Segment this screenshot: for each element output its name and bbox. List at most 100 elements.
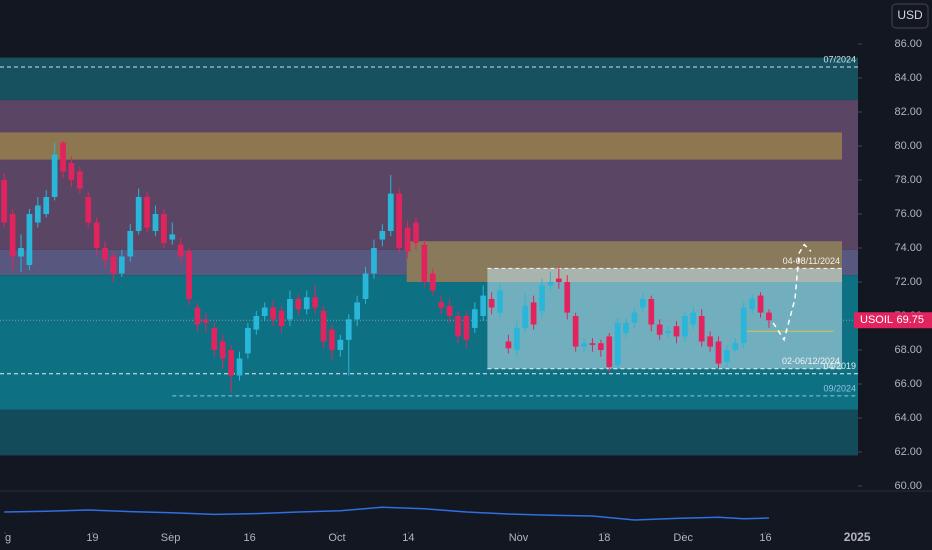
candle-body	[320, 310, 327, 342]
candle-body	[161, 214, 167, 243]
y-tick-label: 78.00	[894, 174, 922, 186]
candle-body	[732, 343, 739, 350]
candle-body	[446, 305, 453, 316]
x-tick-label: Nov	[509, 532, 529, 544]
candle-body	[740, 307, 747, 344]
candle-body	[513, 327, 520, 350]
candle-body	[303, 297, 310, 310]
candle-body	[589, 343, 596, 345]
candle-body	[673, 326, 680, 337]
candle-body	[463, 316, 470, 340]
candle-body	[118, 256, 125, 274]
candle-body	[766, 312, 772, 321]
last-price-label: 69.75	[896, 314, 924, 326]
candle-body	[505, 341, 512, 349]
x-tick-label: g	[5, 532, 11, 544]
candle-body	[690, 312, 697, 325]
candle-body	[261, 307, 268, 316]
level-label: 07/2024	[823, 54, 856, 64]
candle-body	[135, 197, 142, 231]
candle-body	[34, 205, 41, 223]
candle-body	[749, 299, 755, 310]
projection-path	[772, 243, 812, 342]
candle-body	[312, 297, 318, 308]
candle-body	[127, 231, 134, 257]
zone	[0, 100, 858, 250]
x-tick-label: 2025	[844, 530, 871, 544]
candle-body	[555, 278, 562, 282]
candle-body	[547, 282, 554, 286]
candle-body	[530, 302, 537, 325]
candle-body	[152, 214, 159, 231]
candle-body	[371, 248, 377, 274]
candle-body	[665, 331, 671, 333]
level-label: 02-06/12/2024	[782, 356, 840, 366]
currency-label: USD	[897, 8, 923, 22]
candle-body	[245, 327, 251, 354]
indicator-line	[4, 506, 769, 521]
candle-body	[85, 197, 92, 223]
candle-body	[581, 343, 587, 347]
zone	[0, 409, 858, 456]
candle-body	[110, 256, 117, 274]
y-tick-label: 74.00	[894, 242, 922, 254]
candle-body	[253, 316, 260, 330]
candle-body	[287, 299, 293, 320]
candle-body	[18, 248, 24, 257]
candle-body	[228, 350, 234, 376]
candle-body	[396, 193, 403, 248]
x-tick-label: 14	[402, 532, 414, 544]
level-label: 04-08/11/2024	[783, 256, 840, 266]
candle-body	[236, 358, 243, 376]
candle-body	[715, 341, 722, 364]
candle-body	[656, 324, 663, 335]
currency-button[interactable]	[891, 3, 929, 29]
candle-body	[186, 251, 192, 299]
candle-body	[480, 295, 487, 316]
y-tick-label: 76.00	[894, 208, 922, 220]
candle-body	[278, 310, 285, 327]
candle-body	[614, 322, 621, 366]
y-tick-label: 72.00	[894, 276, 922, 288]
candle-body	[724, 350, 730, 362]
price-tag-bg	[854, 312, 932, 329]
x-tick-label: Dec	[673, 532, 693, 544]
candle-body	[539, 285, 545, 311]
y-tick-label: 60.00	[894, 480, 922, 492]
x-tick-label: 16	[243, 532, 255, 544]
candle-body	[329, 329, 335, 350]
symbol-label: USOIL	[860, 314, 893, 326]
candle-body	[421, 244, 428, 282]
candle-body	[76, 171, 83, 189]
candle-body	[337, 339, 344, 350]
x-tick-label: 19	[86, 532, 98, 544]
y-tick-label: 86.00	[894, 38, 922, 50]
candle-body	[379, 231, 386, 240]
x-tick-label: 18	[598, 532, 610, 544]
candle-body	[203, 319, 209, 323]
y-tick-label: 64.00	[894, 412, 922, 424]
candle-body	[572, 316, 579, 347]
plot-area: 07/2024 04-08/11/2024 02-06/12/202404/2019…	[0, 54, 858, 456]
candle-body	[270, 307, 276, 320]
candle-body	[640, 299, 646, 308]
candle-body	[648, 299, 655, 325]
candle-body	[631, 312, 638, 323]
x-tick-label: 16	[759, 532, 771, 544]
zone	[0, 132, 843, 160]
candle-body	[429, 273, 436, 291]
candle-body	[1, 180, 8, 223]
y-tick-label: 82.00	[894, 106, 922, 118]
candle-body	[177, 244, 184, 257]
level-label: 09/2024	[823, 383, 856, 393]
candle-body	[438, 302, 445, 308]
candle-body	[404, 227, 411, 252]
candle-body	[43, 197, 50, 214]
candle-body	[295, 299, 302, 310]
candle-body	[455, 316, 461, 337]
candle-body	[362, 273, 369, 299]
y-tick-label: 66.00	[894, 378, 922, 390]
zone	[0, 57, 858, 101]
